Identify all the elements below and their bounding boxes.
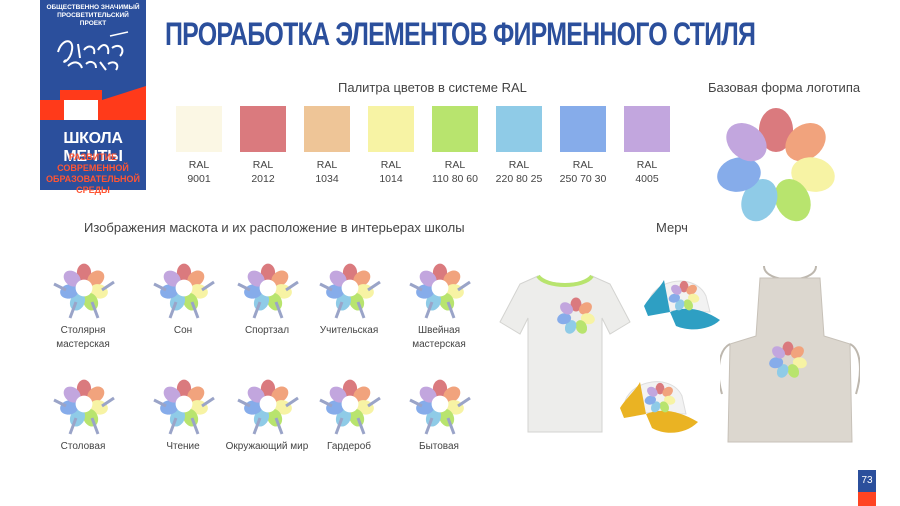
palette-swatch (240, 106, 286, 152)
palette-code: RAL 220 80 25 (489, 158, 549, 186)
mascot-caption: Сон (173, 325, 193, 336)
mascot-caption: Учительская (319, 325, 379, 336)
palette-code: RAL 250 70 30 (553, 158, 613, 186)
palette-code-value: 220 80 25 (495, 173, 543, 185)
palette-swatch (176, 106, 222, 152)
palette-code-value: 1014 (379, 173, 403, 185)
page-title: ПРОРАБОТКА ЭЛЕМЕНТОВ ФИРМЕННОГО СТИЛЯ (165, 16, 756, 52)
palette-code-value: 250 70 30 (559, 173, 607, 185)
logo-form-heading: Базовая форма логотипа (708, 80, 861, 95)
logo-house-icon (40, 86, 146, 120)
page-number: 73 (858, 470, 876, 492)
logo-name: ШКОЛА МЕЧТЫ (63, 130, 123, 165)
logo-subtitle: РАЗВИТИЕ СОВРЕМЕННОЙ ОБРАЗОВАТЕЛЬНОЙ СРЕ… (45, 152, 141, 195)
mascot-caption: Гардероб (327, 441, 371, 452)
mascot-flower-icon (53, 263, 115, 319)
palette-code-prefix: RAL (636, 159, 658, 171)
palette-swatch (304, 106, 350, 152)
palette-code-prefix: RAL (508, 159, 530, 171)
mascots-heading: Изображения маскота и их расположение в … (84, 220, 465, 235)
mascot-flower-icon (319, 379, 381, 435)
palette-swatch (432, 106, 478, 152)
mascot-caption: Столовая (60, 441, 106, 452)
blue-cap-image (644, 280, 720, 330)
mascot-caption: Чтение (166, 441, 200, 452)
mascot-flower-icon (53, 379, 115, 435)
mascot-caption: Швейная мастерская (412, 325, 466, 350)
palette-swatch (368, 106, 414, 152)
palette-code-value: 1034 (315, 173, 339, 185)
palette-code: RAL 110 80 60 (425, 158, 485, 186)
mascot-caption: Столярня мастерская (56, 325, 110, 350)
logo-top-text: ОБЩЕСТВЕННО ЗНАЧИМЫЙ ПРОСВЕТИТЕЛЬСКИЙ ПР… (46, 4, 140, 27)
palette-swatch (560, 106, 606, 152)
corner-accent (858, 492, 876, 506)
project-logo: ОБЩЕСТВЕННО ЗНАЧИМЫЙ ПРОСВЕТИТЕЛЬСКИЙ ПР… (40, 0, 146, 195)
mascot-caption: Спортзал (244, 325, 290, 336)
palette-code-value: 9001 (187, 173, 211, 185)
palette-code-prefix: RAL (444, 159, 466, 171)
mascot-flower-icon (319, 263, 381, 319)
mascot-flower-icon (153, 379, 215, 435)
mascot-caption: Бытовая (419, 441, 459, 452)
flower-logo-icon (717, 108, 835, 222)
yellow-cap-image (620, 381, 698, 433)
palette-code-prefix: RAL (188, 159, 210, 171)
mascot-flower-icon (409, 379, 471, 435)
palette-code-prefix: RAL (316, 159, 338, 171)
mascot-caption: Окружающий мир (225, 441, 309, 452)
palette-code-value: 110 80 60 (432, 173, 478, 185)
palette-code-value: 4005 (635, 173, 659, 185)
palette-swatch (624, 106, 670, 152)
mascot-flower-icon (237, 379, 299, 435)
apron-image (720, 265, 860, 443)
merch-heading: Мерч (656, 220, 688, 235)
mascot-flower-icon (409, 263, 471, 319)
palette-code-value: 2012 (251, 173, 275, 185)
palette-code: RAL 2012 (233, 158, 293, 186)
tshirt-image (499, 274, 631, 433)
palette-code: RAL 4005 (617, 158, 677, 186)
palette-code-prefix: RAL (572, 159, 594, 171)
logo-script-icon (57, 31, 129, 71)
palette-code-prefix: RAL (380, 159, 402, 171)
palette-heading: Палитра цветов в системе RAL (338, 80, 527, 95)
palette-code: RAL 1014 (361, 158, 421, 186)
palette-code: RAL 1034 (297, 158, 357, 186)
petal-red (759, 108, 793, 152)
palette-swatch (496, 106, 542, 152)
palette-code: RAL 9001 (169, 158, 229, 186)
palette-code-prefix: RAL (252, 159, 274, 171)
mascot-flower-icon (237, 263, 299, 319)
mascot-flower-icon (153, 263, 215, 319)
